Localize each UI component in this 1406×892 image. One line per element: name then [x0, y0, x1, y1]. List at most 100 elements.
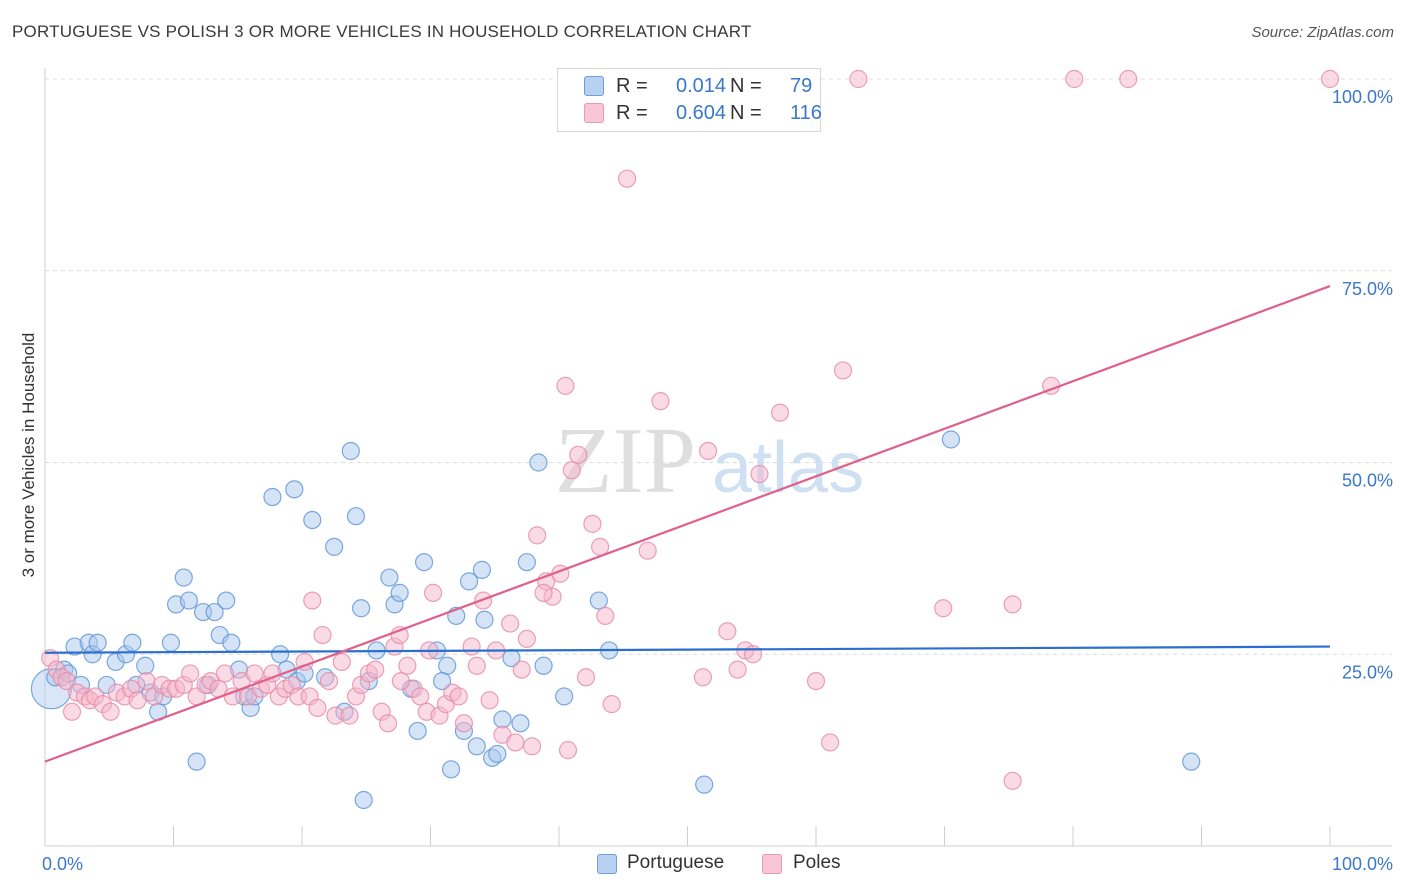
poles-point — [480, 691, 499, 710]
poles-point — [423, 583, 443, 602]
portuguese-point — [475, 610, 494, 629]
poles-point — [534, 583, 553, 602]
poles-point — [332, 652, 351, 672]
x-tick-label: 0.0% — [42, 854, 83, 874]
portuguese-point — [414, 553, 434, 572]
series-poles — [41, 69, 1340, 790]
axes — [44, 68, 1392, 847]
portuguese-point — [341, 441, 360, 461]
y-axis-label: 3 or more Vehicles in Household — [19, 333, 38, 578]
y-tick-label: 75.0% — [1342, 279, 1393, 299]
portuguese-point — [493, 710, 512, 729]
poles-legend-label: Poles — [793, 852, 841, 873]
poles-point — [366, 660, 385, 679]
poles-point — [303, 591, 322, 610]
poles-point — [833, 361, 853, 380]
poles-point — [308, 698, 327, 718]
poles-point — [391, 671, 411, 691]
y-tick-label: 100.0% — [1332, 87, 1393, 107]
poles-point — [934, 599, 953, 618]
portuguese-point — [517, 553, 536, 572]
portuguese-point — [222, 633, 241, 652]
poles-point — [1320, 69, 1340, 89]
legend-n-label: N = — [730, 102, 762, 124]
poles-point — [137, 671, 156, 691]
portuguese-point — [187, 752, 206, 771]
legend-r-label: R = — [616, 75, 648, 97]
portuguese-point — [271, 645, 290, 664]
poles-point — [806, 671, 826, 691]
portuguese-point — [285, 480, 304, 499]
portuguese-point — [179, 591, 199, 610]
poles-point — [454, 714, 474, 733]
tick-labels: 25.0% 50.0% 75.0% 100.0% 0.0% 100.0% — [42, 87, 1393, 874]
poles-point — [576, 668, 596, 687]
poles-point — [522, 737, 542, 756]
poles-point — [618, 169, 637, 188]
poles-point — [728, 660, 747, 679]
portuguese-point — [467, 737, 486, 756]
poles-point — [770, 403, 790, 422]
legend-r-label: R = — [616, 102, 648, 124]
poles-trend-line — [44, 285, 1331, 763]
portuguese-point — [217, 591, 236, 610]
y-tick-label: 50.0% — [1342, 471, 1393, 491]
poles-point — [698, 441, 718, 461]
portuguese-point — [1182, 752, 1201, 771]
poles-point — [462, 637, 481, 656]
poles-point — [313, 625, 332, 645]
portuguese-point — [352, 599, 371, 618]
poles-point — [718, 622, 737, 641]
portuguese-point — [555, 687, 574, 706]
poles-point — [128, 691, 147, 710]
legend-r-value: 0.604 — [676, 102, 727, 124]
portuguese-point — [174, 568, 193, 587]
portuguese-point — [534, 656, 553, 675]
poles-point — [449, 687, 468, 706]
x-tick-label: 100.0% — [1332, 854, 1393, 874]
correlation-legend: R = 0.014 N = 79 R = 0.604 N = 116 — [557, 68, 822, 132]
portuguese-point — [589, 591, 608, 610]
poles-point — [651, 392, 670, 411]
portuguese-trend-line — [44, 645, 1331, 654]
portuguese-point — [123, 633, 142, 652]
source-label: Source: ZipAtlas.com — [1251, 24, 1394, 41]
poles-point — [512, 660, 531, 679]
portuguese-point — [325, 537, 344, 556]
portuguese-swatch — [597, 854, 617, 874]
poles-point — [411, 687, 430, 706]
poles-point — [569, 445, 588, 464]
poles-point — [398, 656, 417, 675]
portuguese-point — [941, 430, 961, 449]
poles-point — [591, 537, 610, 556]
poles-point — [562, 461, 581, 480]
portuguese-point — [529, 453, 548, 472]
poles-point — [821, 733, 840, 752]
poles-point — [1065, 69, 1084, 89]
poles-point — [506, 733, 525, 752]
poles-point — [319, 671, 339, 691]
portuguese-point — [303, 510, 322, 530]
portuguese-point — [459, 572, 479, 591]
poles-point — [750, 464, 769, 484]
poles-point — [556, 376, 575, 395]
legend-n-value: 79 — [790, 75, 813, 97]
poles-point — [528, 526, 547, 545]
poles-point — [517, 629, 536, 649]
poles-point — [638, 541, 657, 560]
portuguese-point — [161, 633, 181, 652]
portuguese-legend-label: Portuguese — [627, 852, 725, 873]
portuguese-point — [263, 487, 282, 507]
poles-point — [340, 706, 359, 725]
portuguese-point — [511, 714, 530, 733]
portuguese-swatch — [584, 76, 604, 96]
poles-point — [583, 514, 602, 533]
portuguese-point — [390, 583, 409, 602]
poles-point — [602, 695, 621, 714]
legend-n-value: 116 — [790, 102, 822, 124]
poles-point — [1003, 595, 1022, 614]
portuguese-point — [408, 721, 427, 741]
poles-point — [57, 671, 76, 691]
portuguese-point — [432, 671, 452, 691]
